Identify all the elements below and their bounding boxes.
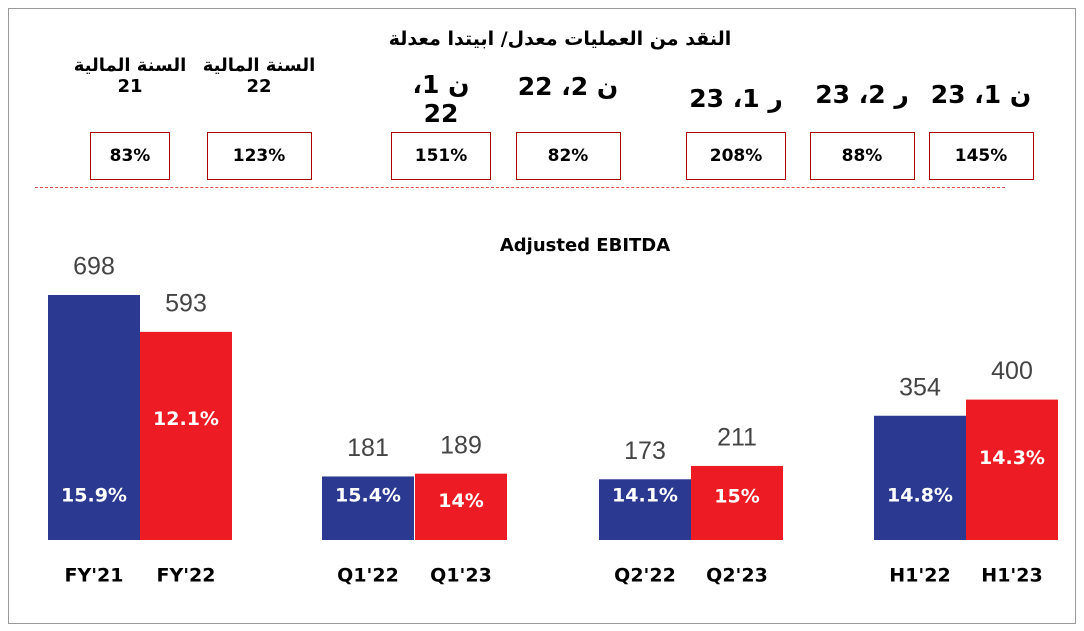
column-heading: السنة المالية 21 [73, 55, 187, 97]
margin-label: 14.1% [612, 485, 678, 507]
x-tick-label: Q2'23 [706, 565, 768, 587]
column-value: 208% [686, 132, 786, 180]
bar [691, 465, 783, 540]
margin-label: 14.8% [887, 485, 953, 507]
column-value: 151% [391, 132, 491, 180]
x-tick-label: Q1'23 [430, 565, 492, 587]
column-value: 83% [90, 132, 170, 180]
column-heading: ن 1، 23 [930, 80, 1032, 109]
value-label: 593 [165, 289, 207, 317]
x-tick-label: FY'22 [157, 565, 216, 587]
value-label: 189 [440, 431, 482, 459]
chart-title: Adjusted EBITDA [500, 235, 670, 256]
bar [415, 473, 507, 540]
frame [8, 8, 1076, 624]
x-tick-label: H1'23 [981, 565, 1042, 587]
value-label: 698 [73, 253, 115, 281]
value-label: 354 [899, 373, 941, 401]
bar [874, 415, 966, 540]
divider [35, 187, 1005, 188]
column-heading: ن 1، 22 [412, 70, 470, 128]
column-value: 123% [206, 132, 312, 180]
margin-label: 15% [714, 486, 759, 508]
column-heading: السنة المالية 22 [202, 55, 316, 97]
x-tick-label: FY'21 [65, 565, 124, 587]
column-heading: ن 2، 22 [517, 72, 619, 101]
bar [48, 295, 140, 540]
value-label: 181 [347, 434, 389, 462]
margin-label: 15.9% [61, 485, 127, 507]
column-heading: ر 2، 23 [815, 80, 909, 109]
margin-label: 14.3% [979, 447, 1045, 469]
margin-label: 15.4% [335, 485, 401, 507]
x-tick-label: Q2'22 [614, 565, 676, 587]
bar [322, 476, 414, 540]
bar [140, 331, 232, 540]
column-value: 82% [515, 132, 621, 180]
margin-label: 14% [438, 490, 483, 512]
margin-label: 12.1% [153, 408, 219, 430]
value-label: 173 [624, 437, 666, 465]
bar [599, 479, 691, 540]
column-value: 88% [809, 132, 915, 180]
bar [966, 399, 1058, 540]
column-value: 145% [928, 132, 1034, 180]
value-label: 400 [991, 357, 1033, 385]
header-title: النقد من العمليات معدل/ ابيتدا معدلة [388, 28, 732, 50]
x-tick-label: Q1'22 [337, 565, 399, 587]
x-tick-label: H1'22 [889, 565, 950, 587]
column-heading: ر 1، 23 [689, 84, 783, 113]
value-label: 211 [717, 424, 757, 452]
